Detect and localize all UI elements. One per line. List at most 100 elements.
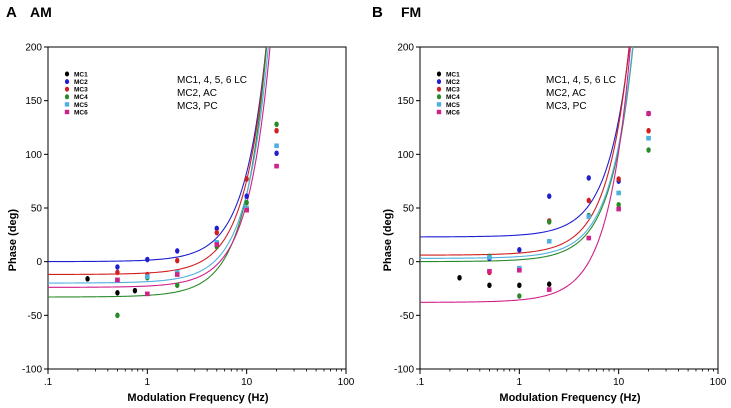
data-point [175,282,180,289]
data-point [616,190,621,196]
legend-label: MC4 [446,94,460,101]
legend-marker [436,94,442,100]
legend-label: MC3 [74,87,88,94]
data-point [586,175,591,181]
fit-curve-mc5 [420,47,634,259]
data-point [115,277,120,283]
x-axis-label: Modulation Frequency (Hz) [499,392,641,404]
legend-marker [436,109,442,115]
data-point [214,229,219,236]
legend-marker [64,79,70,85]
legend-marker [436,102,442,107]
y-tick-label: 150 [397,96,414,107]
data-point [586,235,592,241]
legend-label: MC6 [74,109,88,116]
x-tick-label: .1 [44,377,53,388]
y-tick-label: 200 [397,43,414,54]
data-point [85,276,90,282]
legend-marker [64,109,70,115]
data-point [547,193,552,199]
legend-label: MC2 [74,79,88,86]
y-tick-label: 100 [397,150,414,161]
legend-marker [64,71,70,77]
data-point [115,289,120,296]
fit-curve-mc4 [48,47,268,298]
data-point [646,135,651,141]
data-point [487,255,492,260]
y-tick-label: 100 [25,150,42,161]
data-point [457,274,462,281]
y-tick-label: -50 [28,311,43,322]
legend-marker [436,86,442,92]
y-tick-label: -100 [394,365,414,376]
data-point [646,127,651,134]
data-point [145,256,150,263]
data-point [274,163,279,169]
panel-fm: B FM Phase (deg) Modulation Frequency (H… [372,4,727,404]
y-tick-label: -50 [400,311,415,322]
data-point [586,197,591,204]
annotation-ac: MC2, AC [546,88,586,99]
legend-label: MC5 [446,102,460,109]
legend-label: MC2 [446,79,460,86]
x-tick-label: 100 [338,377,355,388]
x-tick-label: 1 [517,377,523,388]
data-point [274,127,279,134]
y-tick-label: 50 [403,204,415,215]
x-tick-label: 100 [710,377,727,388]
data-point [487,269,492,274]
data-point [175,248,180,254]
panel-letter: A [6,4,17,21]
data-point [547,281,552,288]
legend-label: MC1 [446,71,460,78]
panel-am: A AM Phase (deg) Modulation Frequency (H… [6,4,355,404]
data-point [244,199,249,206]
x-axis-label: Modulation Frequency (Hz) [127,392,269,404]
series-mc6 [115,163,279,297]
data-point [646,111,651,116]
annotation-pc: MC3, PC [546,101,587,112]
y-tick-label: 0 [36,257,42,268]
panel-letter: B [372,4,383,21]
fit-curves [48,47,271,298]
fit-curve-mc2 [48,47,267,263]
legend-marker [436,79,442,85]
chart-title: FM [401,4,421,20]
y-tick-label: 50 [31,204,43,215]
series-mc6 [487,111,651,292]
legend-marker [64,102,70,107]
legend-marker [436,71,442,77]
series-mc2 [115,150,279,270]
data-point [244,176,249,182]
data-point [115,312,120,319]
data-point [616,201,621,208]
series-mc3 [115,127,279,278]
legend-label: MC1 [74,71,88,78]
data-point [616,206,621,212]
x-tick-label: 10 [613,377,625,388]
data-point [517,293,522,299]
data-point [244,207,249,213]
series-mc1 [457,274,552,289]
series-mc5 [115,143,279,283]
data-point [132,287,138,294]
data-point [175,257,180,264]
legend-label: MC3 [446,87,460,94]
x-tick-label: 10 [241,377,253,388]
legend-marker [64,86,70,92]
y-tick-label: -100 [22,365,42,376]
data-point [517,247,522,253]
data-point [145,291,150,297]
x-tick-label: 1 [145,377,151,388]
data-point [546,238,552,244]
chart-title: AM [30,4,52,20]
data-point [517,282,522,289]
legend-marker [64,94,70,100]
data-point [586,214,592,219]
annotation-lc: MC1, 4, 5, 6 LC [177,75,247,86]
y-tick-label: 200 [25,43,42,54]
x-tick-label: .1 [416,377,425,388]
